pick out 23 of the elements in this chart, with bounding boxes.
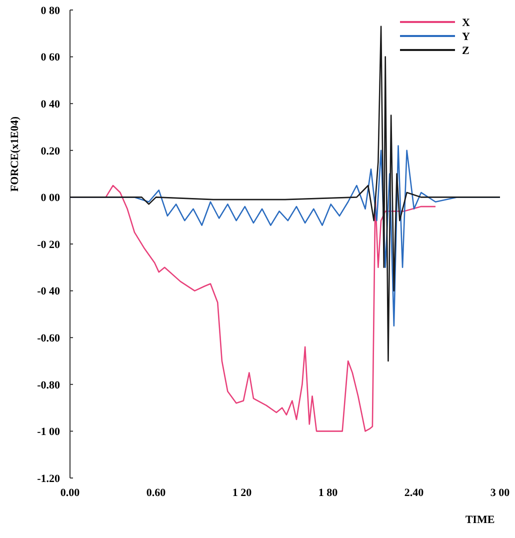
legend-label: X	[462, 16, 470, 29]
y-tick-label: -1 00	[37, 426, 60, 438]
y-tick-label: -0 20	[37, 238, 60, 251]
legend-label: Y	[462, 30, 470, 43]
y-tick-label: 0 00	[40, 192, 60, 204]
y-tick-label: -0 40	[37, 286, 60, 298]
line-series	[69, 26, 501, 362]
x-tick-label: 0.00	[60, 487, 80, 499]
x-tick-label: 2.40	[404, 487, 424, 499]
y-tick-label: 0.20	[40, 145, 60, 158]
y-axis-title: FORCE(x1E04)	[9, 116, 21, 192]
x-axis-title: TIME	[465, 514, 495, 526]
y-tick-label: -1.20	[37, 472, 60, 485]
y-tick-label: 0 40	[40, 98, 60, 110]
y-tick-label: 0 60	[40, 52, 60, 64]
x-tick-label: 3 00	[490, 487, 510, 499]
x-tick-label: 1 20	[232, 487, 252, 499]
legend-label: Z	[462, 44, 470, 57]
y-tick-label: 0 80	[40, 4, 60, 17]
y-tick-label: -0.80	[37, 379, 60, 392]
y-tick-label: -0.60	[37, 332, 60, 344]
x-tick-label: 1 80	[318, 487, 338, 499]
x-tick-label: 0.60	[146, 487, 166, 499]
